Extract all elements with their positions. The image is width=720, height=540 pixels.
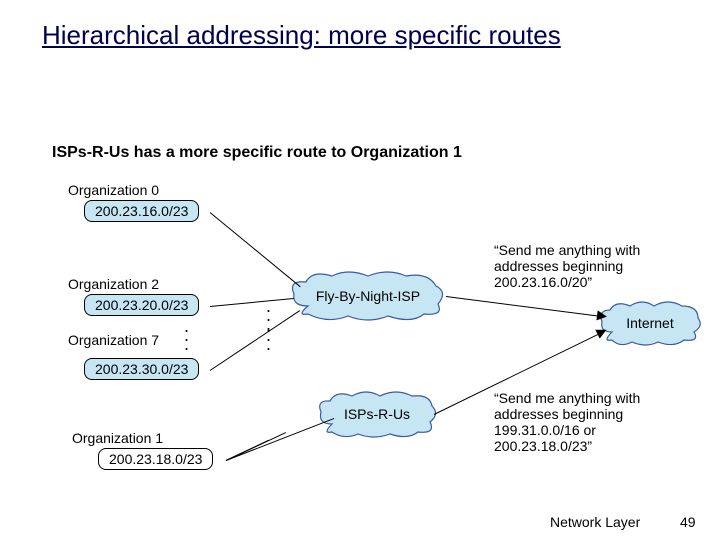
connector-line bbox=[226, 440, 268, 461]
subtitle-text: ISPs-R-Us has a more specific route to O… bbox=[52, 144, 462, 161]
connector-line bbox=[226, 418, 334, 461]
footer-page: 49 bbox=[680, 514, 696, 530]
connector-line bbox=[210, 212, 301, 287]
org1-addr: 200.23.18.0/23 bbox=[109, 451, 202, 467]
org0-label: Organization 0 bbox=[68, 182, 159, 198]
announce-isps: “Send me anything with addresses beginni… bbox=[494, 390, 674, 454]
org7-name: Organization 7 bbox=[68, 332, 159, 348]
announce-fly: “Send me anything with addresses beginni… bbox=[494, 242, 654, 290]
org2-addr-box: 200.23.20.0/23 bbox=[84, 294, 199, 316]
arrowhead-icon bbox=[596, 310, 607, 321]
org1-label: Organization 1 bbox=[72, 430, 163, 446]
vdots-3: ... bbox=[266, 322, 271, 349]
org7-label: Organization 7 bbox=[68, 332, 159, 348]
subtitle: ISPs-R-Us has a more specific route to O… bbox=[52, 144, 462, 162]
org2-label: Organization 2 bbox=[68, 276, 159, 292]
announce-isps-text: “Send me anything with addresses beginni… bbox=[494, 390, 640, 454]
org2-name: Organization 2 bbox=[68, 276, 159, 292]
cloud-internet: Internet bbox=[598, 300, 702, 346]
footer-section: Network Layer bbox=[550, 514, 640, 530]
org1-addr-box: 200.23.18.0/23 bbox=[98, 448, 213, 470]
org7-addr: 200.23.30.0/23 bbox=[95, 361, 188, 377]
cloud-internet-label: Internet bbox=[598, 315, 702, 331]
announce-fly-text: “Send me anything with addresses beginni… bbox=[494, 242, 640, 290]
connector-line bbox=[210, 298, 294, 307]
org0-addr-box: 200.23.16.0/23 bbox=[84, 200, 199, 222]
cloud-fly: Fly-By-Night-ISP bbox=[288, 270, 448, 322]
cloud-isps-label: ISPs-R-Us bbox=[316, 406, 438, 422]
org1-name: Organization 1 bbox=[72, 430, 163, 446]
cloud-isps: ISPs-R-Us bbox=[316, 390, 438, 438]
title-text: Hierarchical addressing: more specific r… bbox=[42, 20, 561, 50]
org7-addr-box: 200.23.30.0/23 bbox=[84, 358, 199, 380]
connector-line bbox=[446, 296, 602, 317]
cloud-fly-label: Fly-By-Night-ISP bbox=[288, 288, 448, 304]
org2-addr: 200.23.20.0/23 bbox=[95, 297, 188, 313]
org0-name: Organization 0 bbox=[68, 182, 159, 198]
connector-line bbox=[210, 310, 301, 371]
org0-addr: 200.23.16.0/23 bbox=[95, 203, 188, 219]
vdots-1: ... bbox=[184, 322, 189, 349]
footer-left-text: Network Layer bbox=[550, 514, 640, 530]
page-title: Hierarchical addressing: more specific r… bbox=[42, 18, 602, 53]
slide: Hierarchical addressing: more specific r… bbox=[0, 0, 720, 540]
footer-right-text: 49 bbox=[680, 514, 696, 530]
